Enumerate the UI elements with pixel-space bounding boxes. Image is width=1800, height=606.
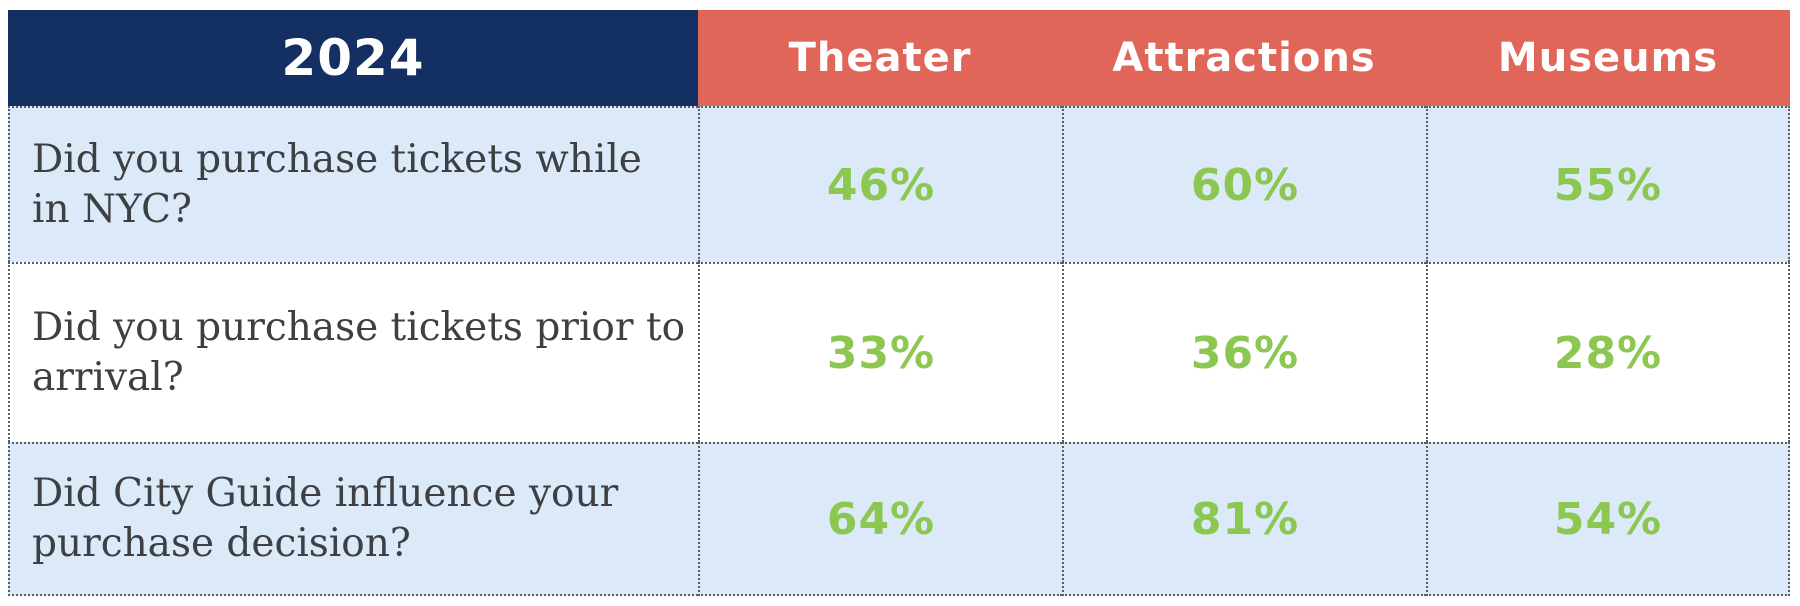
value-cell-museums: 28%: [1426, 262, 1790, 442]
value-cell-museums: 54%: [1426, 442, 1790, 596]
year-header: 2024: [8, 10, 698, 106]
row-question: Did you purchase tickets prior to arriva…: [8, 262, 698, 442]
value-cell-attractions: 60%: [1062, 106, 1426, 262]
survey-table: 2024 Theater Attractions Museums Did you…: [8, 10, 1790, 596]
value-cell-museums: 55%: [1426, 106, 1790, 262]
value-cell-theater: 46%: [698, 106, 1062, 262]
column-header-theater: Theater: [698, 10, 1062, 106]
value-cell-attractions: 36%: [1062, 262, 1426, 442]
value-cell-theater: 33%: [698, 262, 1062, 442]
value-cell-attractions: 81%: [1062, 442, 1426, 596]
column-header-museums: Museums: [1426, 10, 1790, 106]
column-header-attractions: Attractions: [1062, 10, 1426, 106]
row-question: Did you purchase tickets while in NYC?: [8, 106, 698, 262]
value-cell-theater: 64%: [698, 442, 1062, 596]
row-question: Did City Guide influence your purchase d…: [8, 442, 698, 596]
